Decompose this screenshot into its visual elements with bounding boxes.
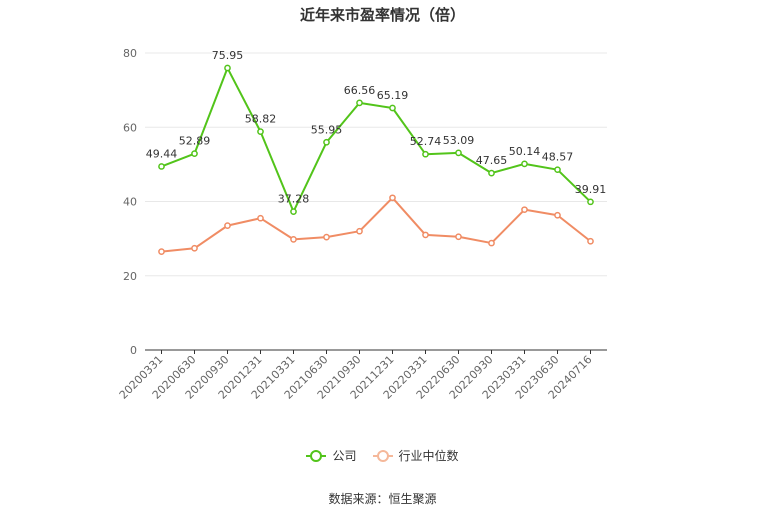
data-point-industry-median [323, 233, 330, 241]
data-point-company [290, 208, 297, 215]
legend-item-company[interactable]: 公司 [306, 447, 357, 464]
data-point-industry-median [356, 227, 363, 235]
data-point-industry-median [290, 236, 297, 243]
y-tick-label: 20 [123, 270, 137, 283]
data-point-company [587, 198, 594, 206]
data-label: 65.19 [377, 89, 409, 102]
grid [145, 52, 607, 277]
y-tick-label: 80 [123, 47, 137, 60]
data-point-company [191, 150, 198, 157]
y-tick-label: 0 [130, 344, 137, 357]
data-point-company [389, 104, 396, 112]
data-point-company [224, 64, 231, 72]
data-label: 50.14 [509, 145, 541, 158]
data-point-industry-median [389, 194, 396, 202]
legend: 公司 行业中位数 [0, 447, 765, 464]
data-label: 53.09 [443, 134, 475, 147]
legend-item-industry-median[interactable]: 行业中位数 [372, 447, 459, 464]
data-point-industry-median [554, 211, 561, 219]
series-line-company [161, 67, 592, 213]
legend-marker-industry-median [372, 449, 393, 463]
data-point-company [455, 149, 462, 157]
data-point-industry-median [191, 244, 198, 252]
data-point-company [422, 150, 429, 158]
series [158, 64, 594, 255]
data-label: 39.91 [575, 183, 607, 196]
data-point-industry-median [455, 233, 462, 241]
legend-marker-company [306, 449, 327, 463]
data-label: 58.82 [245, 113, 277, 126]
data-label: 52.74 [410, 135, 442, 148]
data-label: 49.44 [146, 147, 178, 160]
legend-label-industry-median: 行业中位数 [398, 449, 459, 463]
y-tick-label: 40 [123, 196, 137, 209]
data-point-industry-median [587, 237, 594, 245]
data-point-industry-median [488, 239, 495, 247]
series-line-industry-median [161, 196, 592, 253]
data-point-company [521, 160, 528, 168]
chart-title: 近年来市盈率情况（倍） [299, 6, 465, 24]
data-point-company [488, 169, 495, 177]
data-point-industry-median [257, 214, 264, 222]
data-point-company [554, 166, 561, 174]
data-source: 数据来源：恒生聚源 [328, 492, 437, 506]
data-point-company [356, 99, 363, 107]
legend-label-company: 公司 [332, 449, 357, 463]
data-point-industry-median [158, 248, 165, 255]
data-label: 52.89 [179, 135, 211, 148]
data-label: 66.56 [344, 84, 376, 97]
axes: 0204060802020033120200630202009302020123… [117, 47, 607, 402]
data-point-industry-median [422, 231, 429, 239]
y-tick-label: 60 [123, 121, 137, 134]
data-label: 47.65 [476, 154, 508, 167]
data-label: 55.95 [311, 123, 343, 136]
data-point-industry-median [521, 206, 528, 214]
data-point-company [158, 163, 165, 170]
data-label: 37.28 [278, 193, 310, 206]
data-label: 48.57 [542, 151, 574, 164]
data-point-company [257, 128, 264, 135]
data-point-company [323, 138, 330, 146]
data-point-industry-median [224, 222, 231, 229]
data-label: 75.95 [212, 49, 244, 62]
